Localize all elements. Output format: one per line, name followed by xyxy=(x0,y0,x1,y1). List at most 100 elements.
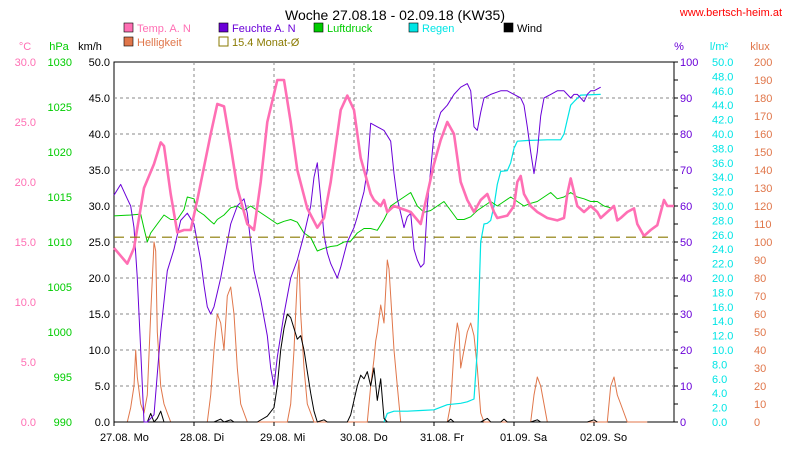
tick-klux: 10 xyxy=(754,399,766,411)
tick-kmh: 25.0 xyxy=(89,237,110,249)
tick-temp: 5.0 xyxy=(21,357,36,369)
tick-rain: 0.0 xyxy=(712,417,727,429)
tick-klux: 0 xyxy=(754,417,760,429)
x-day-label: 28.08. Di xyxy=(180,432,224,444)
legend-swatch xyxy=(313,22,324,33)
tick-hpa: 995 xyxy=(54,372,72,384)
grid-lines xyxy=(114,62,674,422)
tick-temp: 20.0 xyxy=(15,177,36,189)
tick-rain: 38.0 xyxy=(712,143,733,155)
tick-klux: 120 xyxy=(754,201,772,213)
tick-rain: 18.0 xyxy=(712,287,733,299)
tick-rain: 2.0 xyxy=(712,403,727,415)
tick-rain: 30.0 xyxy=(712,201,733,213)
tick-hpa: 1025 xyxy=(48,102,72,114)
tick-pct: 80 xyxy=(680,129,692,141)
tick-rain: 42.0 xyxy=(712,115,733,127)
tick-pct: 100 xyxy=(680,57,698,69)
tick-hpa: 1010 xyxy=(48,237,72,249)
tick-klux: 70 xyxy=(754,291,766,303)
tick-rain: 16.0 xyxy=(712,302,733,314)
tick-temp: 10.0 xyxy=(15,297,36,309)
tick-rain: 34.0 xyxy=(712,172,733,184)
tick-pct: 90 xyxy=(680,93,692,105)
tick-kmh: 35.0 xyxy=(89,165,110,177)
tick-rain: 48.0 xyxy=(712,71,733,83)
tick-klux: 150 xyxy=(754,147,772,159)
tick-klux: 40 xyxy=(754,345,766,357)
tick-rain: 28.0 xyxy=(712,215,733,227)
legend-item-feuchte: Feuchte A. N xyxy=(218,22,296,35)
tick-kmh: 40.0 xyxy=(89,129,110,141)
tick-rain: 40.0 xyxy=(712,129,733,141)
tick-klux: 180 xyxy=(754,93,772,105)
legend-item-temp: Temp. A. N xyxy=(123,22,191,35)
tick-rain: 50.0 xyxy=(712,57,733,69)
tick-temp: 25.0 xyxy=(15,117,36,129)
tick-rain: 46.0 xyxy=(712,86,733,98)
tick-pct: 0 xyxy=(680,417,686,429)
axis-unit-kmh: km/h xyxy=(78,41,102,53)
x-day-label: 02.09. So xyxy=(580,432,627,444)
tick-rain: 22.0 xyxy=(712,259,733,271)
series-line-temp xyxy=(113,78,674,265)
tick-klux: 160 xyxy=(754,129,772,141)
tick-kmh: 45.0 xyxy=(89,93,110,105)
legend-label: Feuchte A. N xyxy=(232,23,296,35)
tick-pct: 60 xyxy=(680,201,692,213)
tick-hpa: 1020 xyxy=(48,147,72,159)
tick-rain: 26.0 xyxy=(712,230,733,242)
tick-rain: 44.0 xyxy=(712,100,733,112)
tick-kmh: 30.0 xyxy=(89,201,110,213)
tick-klux: 60 xyxy=(754,309,766,321)
x-day-label: 30.08. Do xyxy=(340,432,388,444)
legend-item-luftdruck: Luftdruck xyxy=(313,22,373,35)
tick-hpa: 990 xyxy=(54,417,72,429)
x-day-label: 01.09. Sa xyxy=(500,432,548,444)
tick-kmh: 10.0 xyxy=(89,345,110,357)
tick-temp: 30.0 xyxy=(15,57,36,69)
legend-swatch xyxy=(218,36,229,47)
legend-item-wind: Wind xyxy=(503,22,542,35)
tick-hpa: 1005 xyxy=(48,282,72,294)
tick-pct: 40 xyxy=(680,273,692,285)
legend-item-regen: Regen xyxy=(408,22,454,35)
left-axes-ticks: 0.0 5.0 10.0 15.0 20.0 25.0 30.0 990 995 1000 1005… xyxy=(15,57,110,429)
series-layer xyxy=(113,78,674,423)
tick-rain: 20.0 xyxy=(712,273,733,285)
site-url[interactable]: www.bertsch-heim.at xyxy=(679,7,782,19)
tick-rain: 6.0 xyxy=(712,374,727,386)
tick-klux: 90 xyxy=(754,255,766,267)
tick-klux: 130 xyxy=(754,183,772,195)
tick-rain: 36.0 xyxy=(712,158,733,170)
tick-rain: 14.0 xyxy=(712,316,733,328)
x-day-label: 31.08. Fr xyxy=(420,432,464,444)
tick-rain: 24.0 xyxy=(712,244,733,256)
legend-item-monat: 15.4 Monat-Ø xyxy=(218,36,300,49)
tick-klux: 190 xyxy=(754,75,772,87)
legend: Temp. A. N Helligkeit Feuchte A. N 15.4 Mon… xyxy=(123,22,542,49)
tick-klux: 30 xyxy=(754,363,766,375)
tick-rain: 4.0 xyxy=(712,388,727,400)
tick-klux: 100 xyxy=(754,237,772,249)
x-day-label: 27.08. Mo xyxy=(100,432,149,444)
axis-unit-rain: l/m² xyxy=(710,41,729,53)
tick-rain: 12.0 xyxy=(712,331,733,343)
legend-label: Helligkeit xyxy=(137,37,182,49)
tick-klux: 80 xyxy=(754,273,766,285)
tick-klux: 170 xyxy=(754,111,772,123)
tick-klux: 200 xyxy=(754,57,772,69)
tick-kmh: 15.0 xyxy=(89,309,110,321)
tick-hpa: 1015 xyxy=(48,192,72,204)
series-line-wind xyxy=(114,313,598,423)
tick-kmh: 0.0 xyxy=(95,417,110,429)
chart-title: Woche 27.08.18 - 02.09.18 (KW35) xyxy=(285,7,505,23)
tick-rain: 10.0 xyxy=(712,345,733,357)
legend-label: Regen xyxy=(422,23,454,35)
legend-label: Luftdruck xyxy=(327,23,373,35)
axis-unit-hpa: hPa xyxy=(49,41,69,53)
plot-area xyxy=(113,61,675,423)
legend-label: Temp. A. N xyxy=(137,23,191,35)
tick-kmh: 20.0 xyxy=(89,273,110,285)
tick-rain: 8.0 xyxy=(712,359,727,371)
